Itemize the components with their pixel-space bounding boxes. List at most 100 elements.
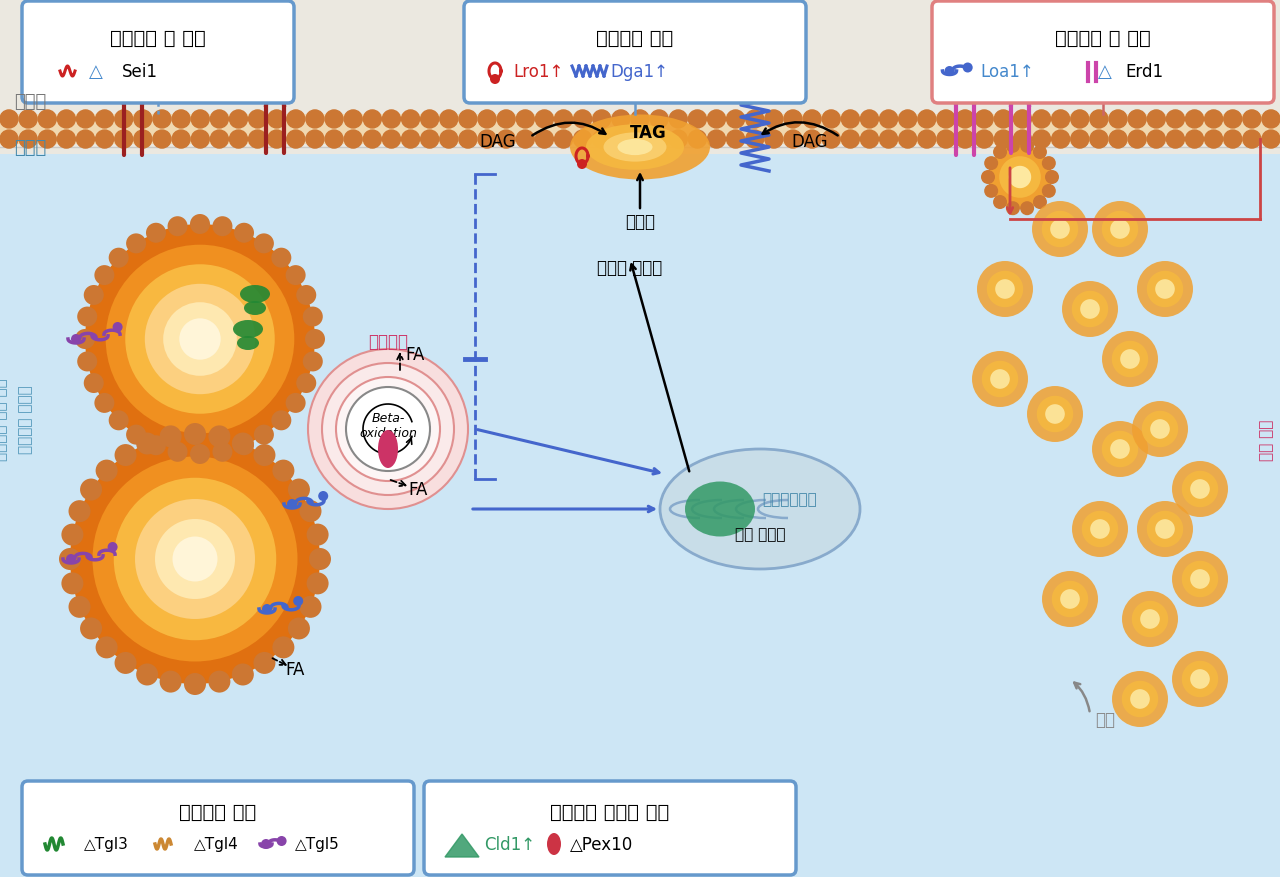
- Circle shape: [268, 131, 285, 149]
- Circle shape: [727, 131, 745, 149]
- Circle shape: [300, 501, 321, 523]
- Circle shape: [956, 111, 974, 129]
- Circle shape: [253, 425, 274, 446]
- Text: FA: FA: [285, 660, 305, 678]
- Circle shape: [918, 131, 936, 149]
- Circle shape: [210, 111, 228, 129]
- Circle shape: [977, 261, 1033, 317]
- Text: 중성지방 전구체 공급: 중성지방 전구체 공급: [550, 802, 669, 821]
- Circle shape: [1137, 261, 1193, 317]
- Circle shape: [261, 839, 271, 849]
- Circle shape: [1137, 502, 1193, 558]
- Circle shape: [145, 284, 255, 395]
- Circle shape: [364, 111, 381, 129]
- Circle shape: [164, 303, 237, 376]
- Circle shape: [1033, 131, 1051, 149]
- Circle shape: [77, 352, 97, 372]
- Circle shape: [995, 131, 1012, 149]
- Circle shape: [344, 131, 362, 149]
- Circle shape: [77, 131, 95, 149]
- Circle shape: [1166, 131, 1184, 149]
- Circle shape: [669, 131, 687, 149]
- Circle shape: [77, 111, 95, 129]
- Circle shape: [497, 131, 515, 149]
- Circle shape: [136, 433, 159, 455]
- Text: Sei1: Sei1: [122, 63, 157, 81]
- Circle shape: [1204, 131, 1222, 149]
- Circle shape: [234, 436, 253, 456]
- Circle shape: [1112, 671, 1169, 727]
- Text: 분비 조절: 분비 조절: [1260, 419, 1275, 460]
- Circle shape: [70, 434, 320, 684]
- Circle shape: [306, 111, 324, 129]
- Circle shape: [1110, 439, 1130, 460]
- Circle shape: [1181, 471, 1219, 508]
- Circle shape: [803, 131, 820, 149]
- Circle shape: [490, 75, 500, 85]
- Circle shape: [191, 111, 209, 129]
- Circle shape: [325, 131, 343, 149]
- Circle shape: [1080, 300, 1100, 319]
- Circle shape: [364, 131, 381, 149]
- Circle shape: [460, 131, 477, 149]
- Circle shape: [1027, 387, 1083, 443]
- Text: 세포질: 세포질: [14, 139, 46, 157]
- Circle shape: [1009, 167, 1032, 189]
- Circle shape: [1042, 571, 1098, 627]
- Text: 퍼옥시좀: 퍼옥시좀: [369, 332, 408, 351]
- Bar: [0, 0, 1280, 155]
- Circle shape: [918, 111, 936, 129]
- Circle shape: [1224, 111, 1242, 129]
- Circle shape: [61, 524, 83, 546]
- Circle shape: [146, 436, 166, 456]
- Circle shape: [593, 131, 611, 149]
- Circle shape: [573, 131, 591, 149]
- Circle shape: [168, 442, 188, 462]
- Circle shape: [1112, 341, 1148, 378]
- Circle shape: [1108, 111, 1126, 129]
- Circle shape: [293, 596, 303, 606]
- Circle shape: [69, 596, 91, 618]
- Circle shape: [209, 426, 230, 448]
- Circle shape: [765, 111, 783, 129]
- Text: TAG: TAG: [630, 124, 667, 142]
- Circle shape: [1128, 111, 1146, 129]
- Ellipse shape: [378, 431, 398, 468]
- Circle shape: [58, 111, 76, 129]
- Text: 포화 지방산: 포화 지방산: [735, 527, 785, 542]
- Circle shape: [19, 111, 37, 129]
- Ellipse shape: [603, 133, 667, 162]
- Circle shape: [335, 378, 440, 481]
- Circle shape: [402, 111, 420, 129]
- Text: △: △: [1098, 63, 1112, 81]
- Ellipse shape: [237, 337, 259, 351]
- Circle shape: [1166, 111, 1184, 129]
- Circle shape: [669, 111, 687, 129]
- Circle shape: [1014, 111, 1032, 129]
- Circle shape: [1014, 131, 1032, 149]
- Circle shape: [1224, 131, 1242, 149]
- Circle shape: [1185, 111, 1203, 129]
- Circle shape: [58, 131, 76, 149]
- Circle shape: [1181, 561, 1219, 597]
- Circle shape: [108, 542, 118, 553]
- Circle shape: [285, 394, 306, 413]
- Circle shape: [1262, 111, 1280, 129]
- Circle shape: [746, 111, 764, 129]
- Circle shape: [95, 266, 114, 286]
- Circle shape: [136, 664, 159, 686]
- Circle shape: [1089, 131, 1108, 149]
- Circle shape: [212, 217, 233, 237]
- Text: 소포체: 소포체: [14, 93, 46, 111]
- Circle shape: [173, 537, 218, 581]
- Circle shape: [285, 266, 306, 286]
- FancyBboxPatch shape: [22, 781, 413, 875]
- Circle shape: [1006, 202, 1020, 216]
- Circle shape: [1147, 111, 1165, 129]
- Circle shape: [1140, 610, 1160, 629]
- Circle shape: [287, 499, 297, 510]
- Circle shape: [307, 573, 329, 595]
- Circle shape: [996, 280, 1015, 299]
- Circle shape: [1102, 431, 1138, 467]
- Circle shape: [307, 524, 329, 546]
